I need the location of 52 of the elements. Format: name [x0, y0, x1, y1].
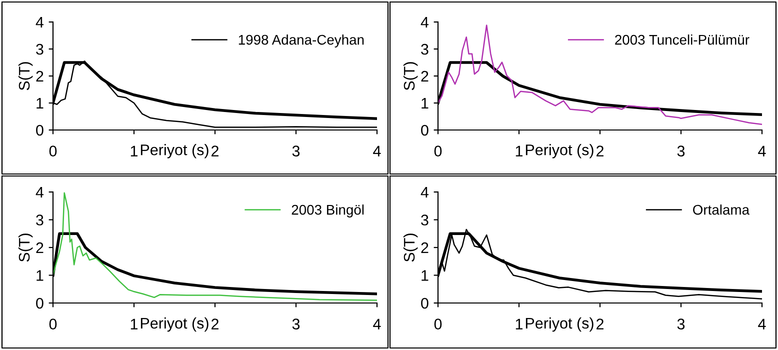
x-tick-label: 4	[758, 318, 766, 330]
y-tick-label: 0	[36, 298, 44, 309]
x-tick-label: 4	[373, 318, 381, 330]
y-tick-label: 4	[420, 17, 429, 28]
x-tick-label: 2	[596, 146, 604, 156]
legend-label: 2003 Bingöl	[292, 204, 364, 218]
legend-label: Ortalama	[693, 204, 750, 215]
x-tick-label: 4	[758, 146, 766, 156]
x-tick-label: 1	[516, 318, 523, 330]
y-tick-label: 1	[422, 98, 428, 109]
y-axis-title: S(T)	[18, 234, 33, 262]
y-tick-label: 3	[421, 44, 428, 55]
y-axis-title: S(T)	[403, 62, 418, 90]
legend-label: 2003 Tunceli-Pülümür	[615, 34, 750, 45]
x-axis-title: Periyot (s)	[140, 144, 208, 158]
x-tick-label: 0	[49, 318, 57, 330]
y-tick-label: 2	[36, 70, 44, 82]
x-tick-label: 3	[292, 146, 300, 156]
x-tick-label: 0	[434, 318, 442, 330]
x-tick-label: 1	[130, 318, 138, 330]
y-tick-label: 3	[36, 44, 44, 55]
y-axis-title: S(T)	[403, 234, 418, 262]
x-tick-label: 2	[212, 146, 218, 156]
x-tick-label: 4	[373, 146, 381, 156]
y-tick-label: 3	[36, 214, 44, 226]
legend-label: 1998 Adana-Ceyhan	[238, 34, 364, 48]
y-tick-label: 0	[421, 298, 428, 309]
y-tick-label: 4	[36, 187, 44, 198]
x-tick-label: 3	[677, 318, 685, 330]
x-axis-title: Periyot (s)	[526, 317, 594, 332]
y-tick-label: 4	[36, 17, 44, 28]
x-tick-label: 3	[292, 318, 300, 330]
y-tick-label: 4	[420, 187, 429, 198]
y-tick-label: 0	[36, 124, 44, 136]
x-tick-label: 0	[49, 146, 57, 156]
x-tick-label: 1	[516, 146, 523, 156]
y-tick-label: 2	[36, 242, 44, 254]
y-tick-label: 0	[421, 124, 428, 136]
y-tick-label: 1	[36, 98, 44, 109]
x-axis-title: Periyot (s)	[526, 144, 594, 158]
x-axis-title: Periyot (s)	[140, 317, 208, 332]
x-tick-label: 2	[212, 318, 218, 330]
y-tick-label: 2	[421, 242, 428, 254]
y-axis-title: S(T)	[18, 62, 33, 90]
y-tick-label: 3	[421, 214, 428, 226]
x-tick-label: 1	[130, 146, 138, 156]
y-tick-label: 2	[421, 70, 428, 82]
x-tick-label: 2	[596, 318, 604, 330]
y-tick-label: 1	[36, 270, 44, 281]
y-tick-label: 1	[422, 270, 428, 281]
x-tick-label: 3	[677, 146, 685, 156]
x-tick-label: 0	[434, 146, 442, 156]
